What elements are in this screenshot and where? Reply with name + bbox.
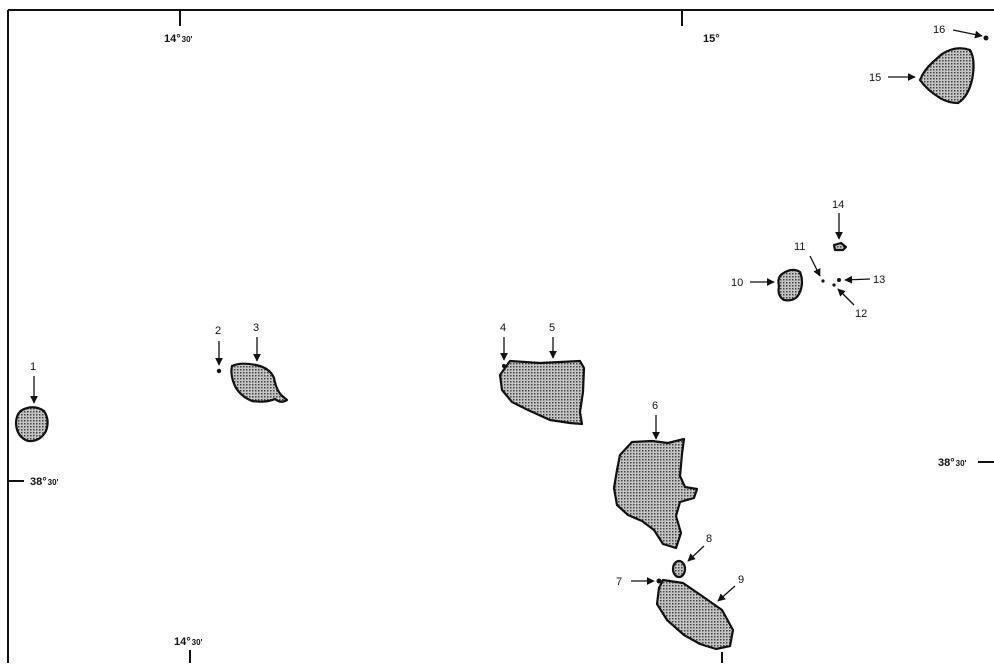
island-14-shape [832, 241, 848, 252]
island-label-4: 4 [500, 322, 506, 334]
island-15-shape [918, 47, 975, 105]
island-label-10: 10 [731, 277, 743, 289]
island-10-shape [777, 268, 804, 302]
island-7-shape [656, 578, 662, 584]
island-label-7: 7 [616, 576, 622, 588]
island-5-shape [498, 359, 586, 426]
island-9-shape [655, 578, 735, 651]
arrow-11 [809, 255, 821, 277]
arrow-13 [844, 275, 871, 284]
island-label-9: 9 [738, 574, 744, 586]
island-label-2: 2 [215, 325, 221, 337]
island-12-shape [832, 283, 836, 287]
arrow-9 [717, 585, 736, 602]
lon-label-top-right: 15° [703, 33, 720, 45]
map-frame [7, 9, 994, 663]
island-label-15: 15 [869, 72, 881, 84]
land-masses [14, 35, 989, 651]
island-2-shape [216, 368, 222, 374]
graticule-ticks [8, 10, 994, 663]
island-16-shape [983, 35, 989, 41]
island-label-3: 3 [253, 322, 259, 334]
island-3-shape [230, 362, 289, 403]
island-label-16: 16 [933, 24, 945, 36]
island-1-shape [14, 406, 49, 443]
island-label-13: 13 [873, 274, 885, 286]
arrow-12 [837, 288, 855, 306]
island-label-1: 1 [30, 361, 36, 373]
island-11-shape [821, 279, 825, 283]
island-label-6: 6 [652, 400, 658, 412]
island-6-shape [612, 437, 699, 550]
island-label-5: 5 [549, 322, 555, 334]
island-label-14: 14 [832, 199, 844, 211]
leader-arrows [30, 29, 983, 602]
arrow-8 [687, 545, 705, 562]
island-13-shape [837, 278, 841, 282]
island-number-labels: 1 2 3 4 5 6 7 8 9 10 11 12 13 14 15 16 [30, 24, 945, 588]
lon-label-top-left: 14°30' [164, 33, 193, 45]
island-label-12: 12 [855, 308, 867, 320]
island-8-shape [671, 559, 687, 579]
lat-label-left: 38°30' [30, 476, 59, 488]
arrow-16 [952, 29, 983, 39]
island-label-8: 8 [706, 533, 712, 545]
lat-label-right: 38°30' [938, 457, 967, 469]
lon-label-bottom-left: 14°30' [174, 636, 203, 648]
island-label-11: 11 [794, 241, 805, 253]
coordinate-labels: 14°30' 15° 14°30' 38°30' 38°30' [30, 33, 967, 648]
